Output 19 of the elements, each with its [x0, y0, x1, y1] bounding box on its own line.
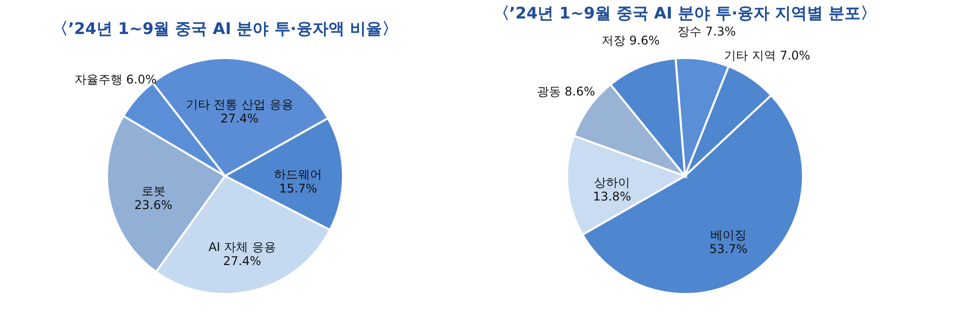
slice-label: 로봇 [141, 184, 166, 198]
slice-label: 하드웨어 [274, 168, 322, 182]
slice-label: 광동 8.6% [536, 84, 596, 98]
slice-label: 장수 7.3% [678, 24, 736, 39]
slice-label: 상하이 [594, 175, 630, 190]
slice-label: 저장 9.6% [601, 34, 660, 48]
slice-label: 베이징 [710, 228, 746, 242]
slice-label: AI 자체 응용 [208, 240, 276, 254]
data-label: 13.8% [593, 189, 632, 204]
slice-label: 기타 전통 산업 응용 [186, 97, 294, 112]
chart-title: 〈’24년 1~9월 중국 AI 분야 투·융자액 비율〉 [52, 19, 398, 38]
slice-label: 기타 지역 7.0% [724, 48, 810, 62]
slice-label: 자율주행 6.0% [74, 72, 157, 86]
data-label: 15.7% [279, 182, 318, 196]
data-label: 53.7% [709, 242, 748, 256]
data-label: 27.4% [220, 111, 259, 126]
data-label: 27.4% [223, 254, 262, 268]
chart-title: 〈’24년 1~9월 중국 AI 분야 투·융자 지역별 분포〉 [493, 4, 877, 23]
data-label: 23.6% [134, 198, 172, 212]
